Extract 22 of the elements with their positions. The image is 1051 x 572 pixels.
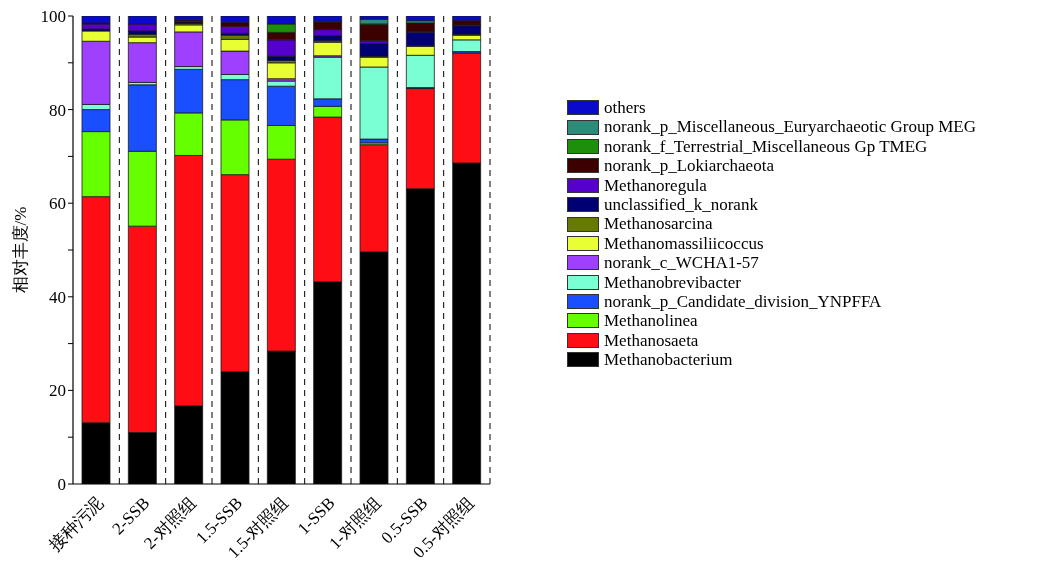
legend-label: norank_c_WCHA1-57 [604, 253, 759, 273]
legend-label: others [604, 98, 646, 118]
legend-label: norank_p_Candidate_division_YNPFFA [604, 291, 882, 312]
legend-label: Methanolinea [604, 311, 698, 331]
legend-label: Methanobacterium [604, 350, 733, 370]
legend-label: norank_p_Miscellaneous_Euryarchaeotic Group MEG [604, 117, 976, 137]
legend-label: norank_f_Terrestrial_Miscellaneous Gp TMEG [604, 136, 928, 157]
y-tick-label: 80 [49, 100, 66, 120]
y-tick-label: 20 [49, 381, 66, 401]
legend-label: Methanomassiliicoccus [604, 233, 764, 254]
legend-label: Methanoregula [604, 175, 707, 195]
legend-label: unclassified_k_norank [604, 194, 758, 215]
legend-label: norank_p_Lokiarchaeota [604, 156, 774, 176]
y-tick-label: 100 [40, 7, 66, 27]
y-tick-label: 0 [57, 475, 66, 495]
legend-label: Methanosarcina [604, 214, 713, 234]
legend-label: Methanobrevibacter [604, 272, 741, 292]
y-tick-label: 60 [49, 194, 66, 214]
x-tick-label: 接种污泥 [45, 493, 107, 555]
legend-label: Methanosaeta [604, 330, 699, 351]
y-axis-title: 相对丰度/% [10, 206, 30, 294]
y-tick-label: 40 [49, 287, 66, 307]
